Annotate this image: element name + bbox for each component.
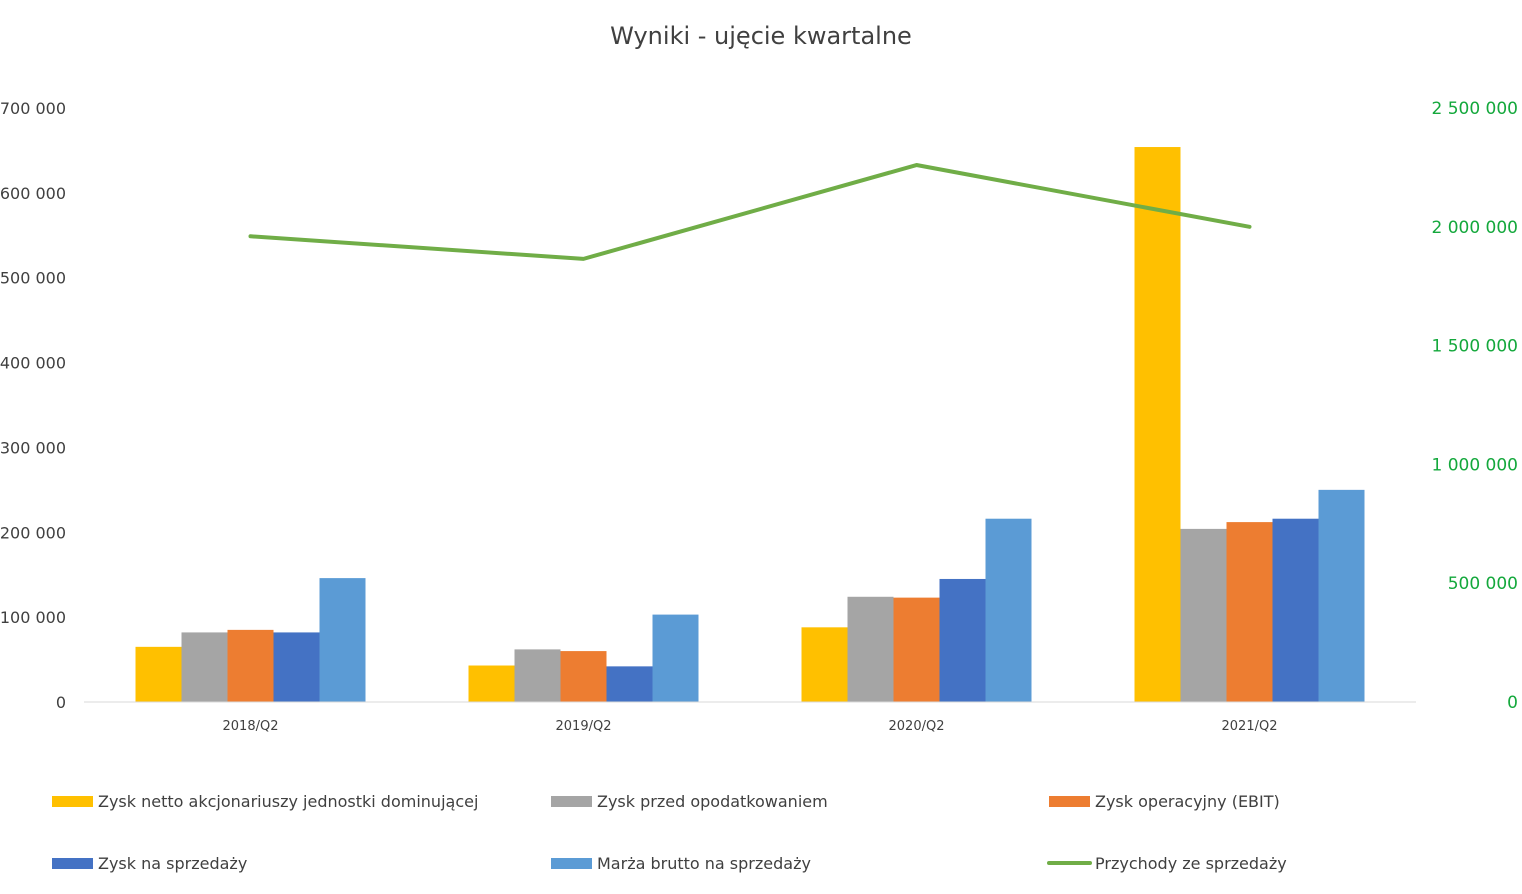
bar [1226, 522, 1273, 702]
left-tick-label: 500 000 [0, 269, 66, 288]
legend-label: Zysk netto akcjonariuszy jednostki domin… [98, 792, 478, 811]
bar [227, 629, 274, 702]
bar [319, 578, 366, 702]
legend-swatch [52, 796, 93, 807]
legend-swatch [1049, 796, 1090, 807]
chart-title: Wyniki - ujęcie kwartalne [610, 22, 912, 50]
left-tick-label: 600 000 [0, 184, 66, 203]
left-axis-ticks: 0 100 000 200 000 300 000 400 000 500 000 600 … [0, 99, 66, 712]
bar [652, 614, 699, 702]
bar [801, 627, 848, 702]
bar [985, 518, 1032, 702]
x-tick-label: 2018/Q2 [223, 719, 279, 734]
right-tick-label: 2 000 000 [1431, 218, 1518, 238]
bar [939, 578, 986, 702]
x-tick-label: 2019/Q2 [556, 719, 612, 734]
left-tick-label: 100 000 [0, 608, 66, 627]
bar [181, 632, 228, 702]
bar [1318, 489, 1365, 702]
right-tick-label: 1 000 000 [1431, 455, 1518, 475]
left-tick-label: 0 [56, 693, 66, 712]
x-tick-label: 2020/Q2 [889, 719, 945, 734]
legend-label: Zysk operacyjny (EBIT) [1095, 792, 1280, 811]
legend-label: Przychody ze sprzedaży [1095, 854, 1287, 873]
bar [893, 597, 940, 702]
bar [1180, 528, 1227, 702]
left-tick-label: 400 000 [0, 354, 66, 373]
right-tick-label: 1 500 000 [1431, 337, 1518, 357]
bar [606, 666, 653, 702]
legend-label: Zysk przed opodatkowaniem [597, 792, 828, 811]
right-tick-label: 2 500 000 [1431, 99, 1518, 119]
x-axis-ticks: 2018/Q2 2019/Q2 2020/Q2 2021/Q2 [223, 719, 1278, 734]
legend-swatch [551, 796, 592, 807]
right-axis-ticks: 0 500 000 1 000 000 1 500 000 2 000 000 2 500… [1431, 99, 1518, 713]
right-tick-label: 0 [1507, 693, 1518, 713]
left-tick-label: 700 000 [0, 99, 66, 118]
bar [1134, 147, 1181, 702]
legend-swatch [52, 858, 93, 869]
legend: Zysk netto akcjonariuszy jednostki domin… [52, 792, 1287, 873]
left-tick-label: 300 000 [0, 438, 66, 457]
legend-swatch [551, 858, 592, 869]
bar [135, 646, 182, 702]
x-tick-label: 2021/Q2 [1222, 719, 1278, 734]
bar [847, 596, 894, 702]
bar [1272, 518, 1319, 702]
revenue-line [248, 163, 1252, 261]
legend-label: Marża brutto na sprzedaży [597, 854, 811, 873]
legend-label: Zysk na sprzedaży [98, 854, 247, 873]
bar [273, 632, 320, 702]
line-series [248, 163, 1252, 261]
bar [560, 651, 607, 702]
bar [468, 665, 515, 702]
left-tick-label: 200 000 [0, 523, 66, 542]
right-tick-label: 500 000 [1448, 574, 1518, 594]
bar [514, 649, 561, 702]
bar-series [135, 147, 1365, 702]
